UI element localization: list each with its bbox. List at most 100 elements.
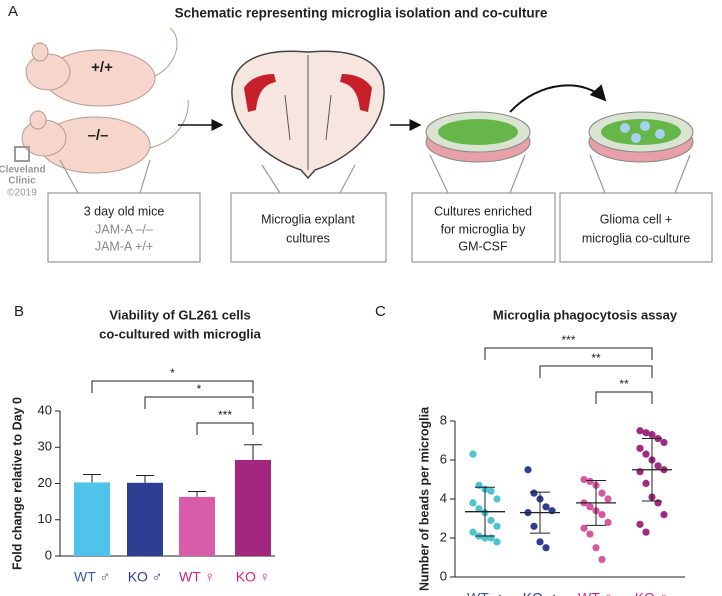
data-point (636, 427, 644, 435)
bar (235, 459, 271, 556)
data-point (580, 475, 588, 484)
step-box (230, 192, 387, 263)
panel-letter: C (375, 303, 386, 320)
data-point (530, 489, 538, 497)
bar (179, 496, 215, 556)
bar (74, 482, 110, 556)
box-text: Microglia explant (261, 212, 355, 226)
data-point (598, 555, 606, 564)
data-point (487, 516, 495, 525)
data-point (487, 534, 495, 542)
box-text: JAM-A –/– (95, 222, 153, 236)
box-text: JAM-A +/+ (95, 239, 153, 253)
data-point (542, 544, 550, 552)
y-tick-label: 8 (440, 412, 447, 427)
step-box (47, 192, 201, 263)
panel-letter: A (8, 3, 18, 20)
chart-title: co-cultured with microglia (99, 326, 262, 341)
x-tick-label: KO ♂ (523, 590, 558, 596)
box-text: cultures (286, 231, 330, 245)
logo-text: Clinic (8, 176, 36, 187)
dish-illustration (425, 111, 694, 163)
significance-bracket (484, 347, 653, 360)
data-point (475, 505, 483, 513)
y-tick-label: 2 (440, 529, 447, 544)
x-tick-label: WT ♂ (467, 590, 503, 596)
chart-title: Viability of GL261 cells (109, 307, 250, 322)
significance-label: *** (561, 333, 575, 347)
data-point (642, 479, 650, 487)
data-point (636, 444, 644, 452)
data-point (580, 524, 588, 532)
data-point (642, 528, 650, 536)
data-point (604, 495, 612, 503)
bar (127, 482, 163, 556)
data-point (598, 489, 606, 497)
data-point (648, 431, 656, 439)
box-text: microglia co-culture (582, 231, 690, 245)
data-point (592, 544, 600, 552)
data-point (469, 528, 477, 536)
y-tick-label: 20 (38, 475, 52, 490)
y-tick-label: 6 (440, 451, 447, 466)
data-point (660, 510, 668, 519)
box-text: Cultures enriched (434, 204, 532, 218)
data-point (642, 429, 650, 437)
data-point (493, 522, 501, 530)
y-tick-label: 40 (38, 402, 52, 417)
y-axis-label: Fold change relative to Day 0 (10, 397, 24, 570)
data-point (586, 503, 594, 511)
significance-bracket (595, 391, 653, 404)
box-text: 3 day old mice (84, 204, 165, 218)
x-tick-label: KO ♀ (635, 590, 670, 596)
data-point (524, 466, 532, 474)
mouse-illustration (21, 27, 189, 174)
data-point (598, 510, 606, 519)
data-point (586, 530, 594, 538)
data-point (493, 538, 501, 546)
y-axis-label: Number of beads per microglia (417, 406, 431, 591)
data-point (660, 438, 668, 447)
data-point (530, 522, 538, 530)
data-point (475, 481, 483, 489)
data-point (642, 450, 650, 458)
data-point (469, 499, 477, 507)
data-point (542, 503, 550, 511)
arrow (178, 84, 607, 131)
logo-mark (14, 146, 30, 162)
y-tick-label: 0 (440, 568, 447, 583)
step-box (559, 192, 713, 263)
significance-bracket (196, 422, 254, 435)
y-tick-label: 30 (38, 439, 52, 454)
data-point (586, 477, 594, 486)
data-point (493, 495, 501, 503)
data-point (469, 450, 477, 458)
significance-label: ** (591, 351, 601, 365)
brain-illustration (231, 50, 385, 180)
mouse-label: –/– (88, 127, 109, 144)
y-tick-label: 10 (38, 511, 52, 526)
data-point (536, 538, 544, 546)
logo-text: Cleveland (0, 165, 46, 176)
mouse-label: +/+ (91, 59, 113, 76)
significance-label: * (197, 382, 202, 396)
data-point (654, 499, 662, 507)
data-point (654, 462, 662, 470)
box-text: for microglia by (441, 222, 526, 236)
chart-title: Microglia phagocytosis assay (493, 307, 678, 322)
x-tick-label: WT ♂ (74, 569, 110, 585)
data-point (487, 487, 495, 495)
panel-letter: B (14, 303, 24, 320)
significance-bracket (91, 380, 254, 393)
y-tick-label: 0 (45, 547, 52, 562)
data-point (636, 520, 644, 528)
box-connector (59, 154, 691, 194)
box-text: Glioma cell + (600, 212, 673, 226)
significance-bracket (539, 365, 653, 378)
x-tick-label: WT ♀ (179, 569, 215, 585)
significance-label: ** (619, 377, 629, 391)
x-tick-label: WT ♀ (578, 590, 614, 596)
y-tick-label: 4 (440, 490, 447, 505)
data-point (604, 518, 612, 527)
